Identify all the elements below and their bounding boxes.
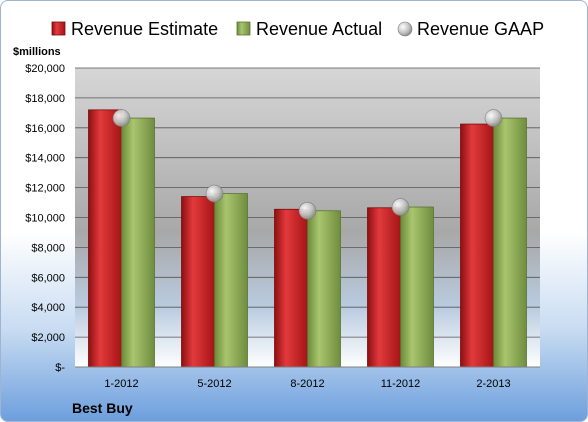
bar-revenue-actual [121, 117, 155, 368]
bar-revenue-estimate [88, 109, 122, 368]
marker-revenue-gaap [112, 109, 131, 127]
x-axis-ticks: 1-2012 5-2012 8-2012 11-2012 2-2013 [104, 378, 510, 390]
bar-revenue-estimate [367, 207, 401, 368]
y-tick-label: $12,000 [25, 183, 65, 195]
chart-legend: Revenue Estimate Revenue Actual Revenue GA… [51, 19, 544, 39]
x-tick-label: 5-2012 [197, 378, 231, 390]
x-tick-label: 11-2012 [381, 378, 421, 390]
y-tick-label: $4,000 [31, 302, 65, 314]
y-tick-label: $14,000 [25, 153, 65, 165]
bar-revenue-estimate [274, 208, 308, 368]
bars [88, 109, 527, 368]
y-tick-label: $10,000 [25, 213, 65, 225]
y-tick-label: $6,000 [31, 272, 65, 284]
bar-revenue-estimate [181, 196, 215, 368]
y-tick-label: $20,000 [25, 63, 65, 75]
marker-revenue-gaap [391, 198, 410, 216]
gaap-markers [112, 109, 503, 220]
bar-revenue-actual [214, 193, 248, 368]
marker-revenue-gaap [205, 184, 224, 203]
x-tick-label: 8-2012 [290, 378, 324, 390]
marker-revenue-gaap [298, 201, 317, 220]
y-axis-ticks: $- $2,000 $4,000 $6,000 $8,000 $10,000 $12,000… [25, 63, 65, 374]
y-tick-label: $18,000 [25, 93, 65, 105]
bar-revenue-actual [493, 117, 527, 368]
legend-label: Revenue GAAP [417, 19, 544, 39]
legend-label: Revenue Actual [256, 19, 382, 39]
legend-swatch [51, 21, 66, 36]
x-tick-label: 1-2012 [104, 378, 138, 390]
legend-label: Revenue Estimate [71, 19, 218, 39]
x-tick-label: 2-2013 [476, 378, 510, 390]
y-unit-label: $millions [13, 46, 61, 58]
y-tick-label: $16,000 [25, 123, 65, 135]
marker-revenue-gaap [484, 109, 503, 127]
y-tick-label: $2,000 [31, 332, 65, 344]
bar-revenue-estimate [460, 123, 494, 368]
bar-revenue-actual [307, 210, 341, 368]
bar-revenue-actual [400, 206, 434, 368]
y-tick-label: $- [55, 362, 65, 374]
legend-swatch [397, 21, 413, 37]
company-label: Best Buy [72, 400, 133, 416]
y-tick-label: $8,000 [31, 242, 65, 254]
legend-swatch [236, 21, 251, 36]
